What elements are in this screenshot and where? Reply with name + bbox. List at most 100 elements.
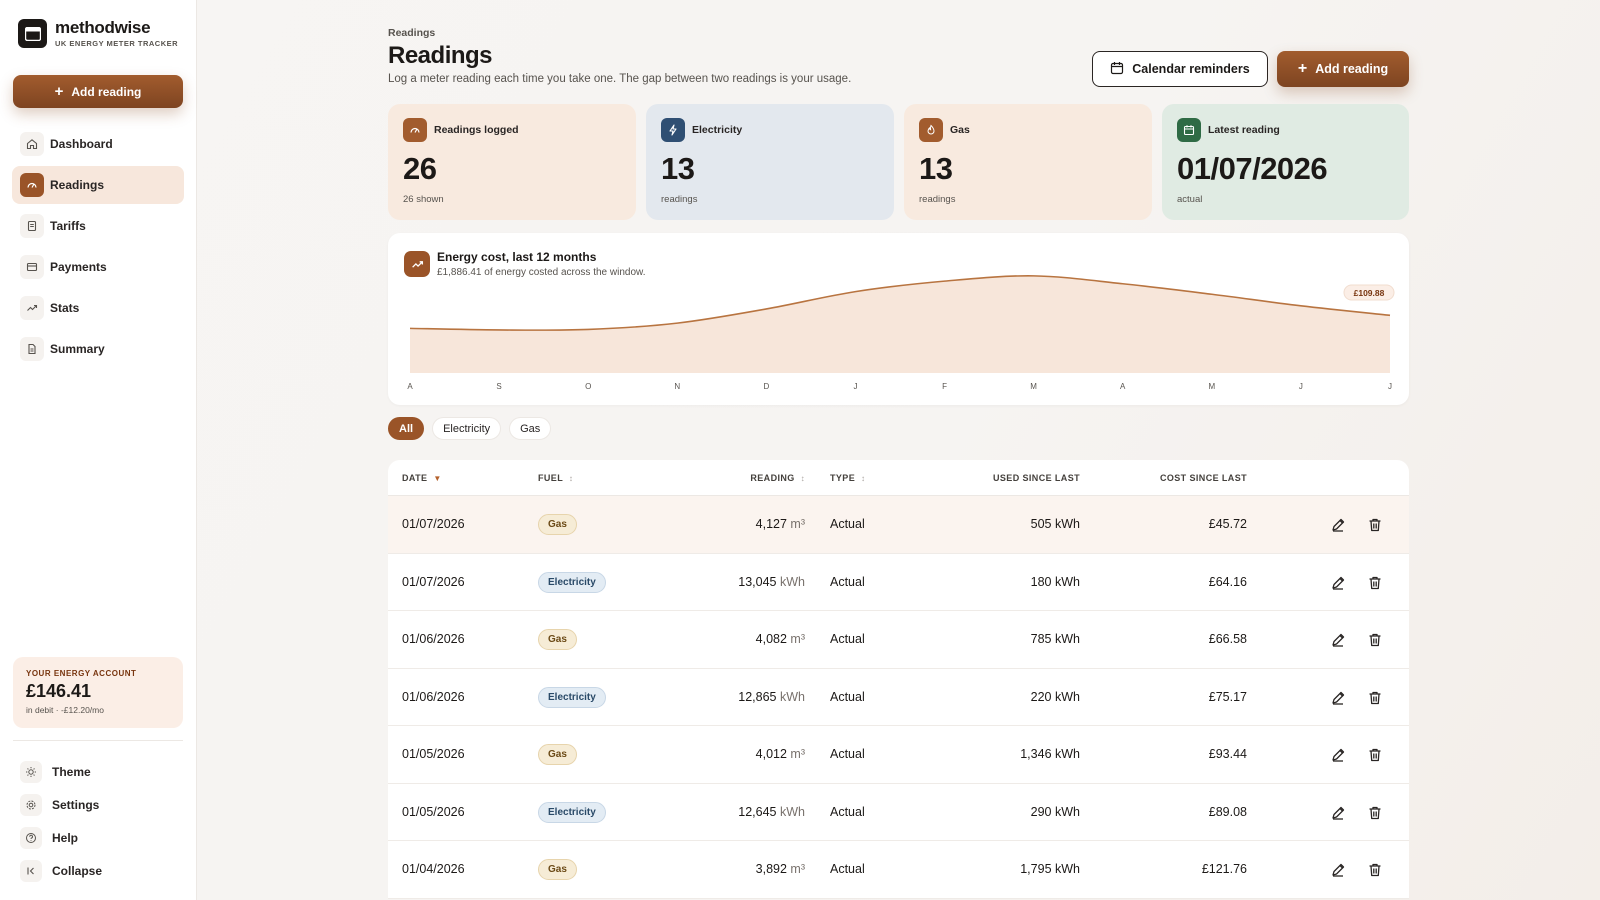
chart-point[interactable]	[939, 275, 951, 287]
calendar-reminders-button[interactable]: Calendar reminders	[1092, 51, 1268, 87]
edit-icon[interactable]	[1327, 514, 1349, 536]
table-header: DATE ▼ FUEL ↕ READING ↕ TYPE ↕ USED SINC…	[388, 460, 1409, 496]
theme-button[interactable]: Theme	[20, 755, 102, 788]
row-date: 01/04/2026	[402, 862, 465, 876]
column-fuel[interactable]: FUEL ↕	[538, 473, 573, 483]
row-used: 505 kWh	[1030, 517, 1080, 531]
energy-account-card[interactable]: YOUR ENERGY ACCOUNT £146.41 in debit · -…	[13, 657, 183, 728]
chart-point[interactable]	[1028, 270, 1040, 282]
sidebar-item-stats[interactable]: Stats	[12, 289, 184, 327]
breadcrumb[interactable]: Readings	[388, 27, 436, 39]
row-type: Actual	[830, 574, 865, 589]
sidebar-item-dashboard[interactable]: Dashboard	[12, 125, 184, 163]
chart-title: Energy cost, last 12 months	[437, 250, 597, 264]
x-tick-label: A	[1120, 382, 1126, 391]
column-type[interactable]: TYPE ↕	[830, 473, 865, 483]
x-tick-label: J	[1299, 382, 1303, 391]
sidebar-item-summary[interactable]: Summary	[12, 330, 184, 368]
fuel-badge: Electricity	[538, 571, 606, 593]
chart-point[interactable]	[1384, 309, 1396, 321]
row-used: 1,795 kWh	[1020, 862, 1080, 876]
chart-point[interactable]	[582, 323, 594, 335]
trash-icon[interactable]	[1364, 744, 1386, 766]
stat-value: 13	[919, 151, 953, 186]
row-used: 220 kWh	[1030, 689, 1080, 704]
trash-icon[interactable]	[1364, 572, 1386, 594]
plus-icon: +	[1297, 60, 1308, 77]
chart-point[interactable]	[1206, 288, 1218, 300]
column-type-label: TYPE	[830, 473, 856, 483]
energy-cost-chart-card: A S O N D J F M A M J J £109.88 Energy cost, last 12…	[388, 233, 1409, 405]
trash-icon[interactable]	[1364, 687, 1386, 709]
sort-icon: ↕	[800, 474, 805, 483]
brand[interactable]: methodwise UK ENERGY METER TRACKER	[18, 19, 178, 48]
column-date[interactable]: DATE ▼	[402, 473, 442, 483]
table-row[interactable]: 01/06/2026 Gas 4,082 m³ Actual 785 kWh £66.58	[388, 611, 1409, 669]
edit-icon[interactable]	[1327, 687, 1349, 709]
x-tick-label: M	[1030, 382, 1037, 391]
settings-button[interactable]: Settings	[20, 788, 102, 821]
row-type: Actual	[830, 517, 865, 531]
account-note: in debit · -£12.20/mo	[26, 705, 104, 715]
edit-icon[interactable]	[1327, 859, 1349, 881]
chart-series-line	[409, 275, 1391, 331]
row-cost: £93.44	[1208, 747, 1247, 761]
filter-gas[interactable]: Gas	[509, 417, 552, 440]
help-icon	[20, 826, 42, 849]
reading-unit: m³	[790, 747, 805, 761]
sidebar-item-label: Readings	[50, 178, 105, 192]
reading-value: 4,012	[755, 747, 787, 761]
row-type: Actual	[830, 862, 865, 876]
row-reading: 4,127 m³	[756, 517, 805, 531]
chart-point[interactable]	[1295, 300, 1307, 312]
home-icon	[20, 132, 44, 156]
row-date: 01/05/2026	[402, 804, 465, 819]
sidebar-item-readings[interactable]: Readings	[12, 166, 184, 204]
row-date: 01/06/2026	[402, 632, 465, 646]
edit-icon[interactable]	[1327, 744, 1349, 766]
row-date: 01/07/2026	[402, 574, 465, 589]
column-reading-label: READING	[750, 473, 795, 483]
stat-value: 01/07/2026	[1177, 151, 1328, 186]
chart-point[interactable]	[671, 317, 683, 329]
add-reading-button[interactable]: + Add reading	[1277, 51, 1409, 87]
chart-point[interactable]	[1117, 278, 1129, 290]
trash-icon[interactable]	[1364, 629, 1386, 651]
row-type: Actual	[830, 632, 865, 646]
stat-card-latest-reading: Latest reading 01/07/2026 actual	[1162, 104, 1409, 220]
column-reading[interactable]: READING ↕	[750, 473, 805, 483]
trash-icon[interactable]	[1364, 514, 1386, 536]
filter-all[interactable]: All	[388, 417, 425, 440]
chart-point[interactable]	[760, 303, 772, 315]
x-tick-label: A	[407, 382, 413, 391]
sidebar-add-reading-button[interactable]: + Add reading	[13, 75, 183, 108]
chart-point[interactable]	[493, 324, 505, 336]
help-button[interactable]: Help	[20, 821, 102, 854]
edit-icon[interactable]	[1327, 572, 1349, 594]
table-row[interactable]: 01/05/2026 Gas 4,012 m³ Actual 1,346 kWh £93.…	[388, 726, 1409, 784]
x-tick-label: J	[853, 382, 857, 391]
plus-icon: +	[54, 82, 64, 100]
sidebar-item-payments[interactable]: Payments	[12, 248, 184, 286]
table-row[interactable]: 01/04/2026 Gas 3,892 m³ Actual 1,795 kWh £121…	[388, 841, 1409, 899]
sort-icon: ↕	[568, 474, 574, 483]
edit-icon[interactable]	[1327, 629, 1349, 651]
filter-electricity[interactable]: Electricity	[432, 417, 502, 440]
readings-table: DATE ▼ FUEL ↕ READING ↕ TYPE ↕ USED SINC…	[388, 460, 1409, 899]
brand-tagline: UK ENERGY METER TRACKER	[55, 39, 179, 48]
edit-icon[interactable]	[1327, 802, 1349, 824]
trash-icon[interactable]	[1364, 859, 1386, 881]
table-row[interactable]: 01/07/2026 Electricity 13,045 kWh Actual 180…	[388, 554, 1409, 611]
chart-point[interactable]	[404, 322, 416, 334]
trash-icon[interactable]	[1364, 802, 1386, 824]
table-row[interactable]: 01/05/2026 Electricity 12,645 kWh Actual 290…	[388, 784, 1409, 841]
table-row[interactable]: 01/07/2026 Gas 4,127 m³ Actual 505 kWh £45.72	[388, 496, 1409, 554]
sidebar-item-tariffs[interactable]: Tariffs	[12, 207, 184, 245]
fuel-badge: Electricity	[538, 686, 606, 708]
x-tick-label: D	[763, 382, 769, 391]
chart-point[interactable]	[849, 286, 861, 298]
collapse-button[interactable]: Collapse	[20, 854, 102, 887]
table-row[interactable]: 01/06/2026 Electricity 12,865 kWh Actual 220…	[388, 669, 1409, 726]
sidebar-add-reading-label: Add reading	[71, 84, 142, 99]
column-fuel-label: FUEL	[538, 473, 563, 483]
